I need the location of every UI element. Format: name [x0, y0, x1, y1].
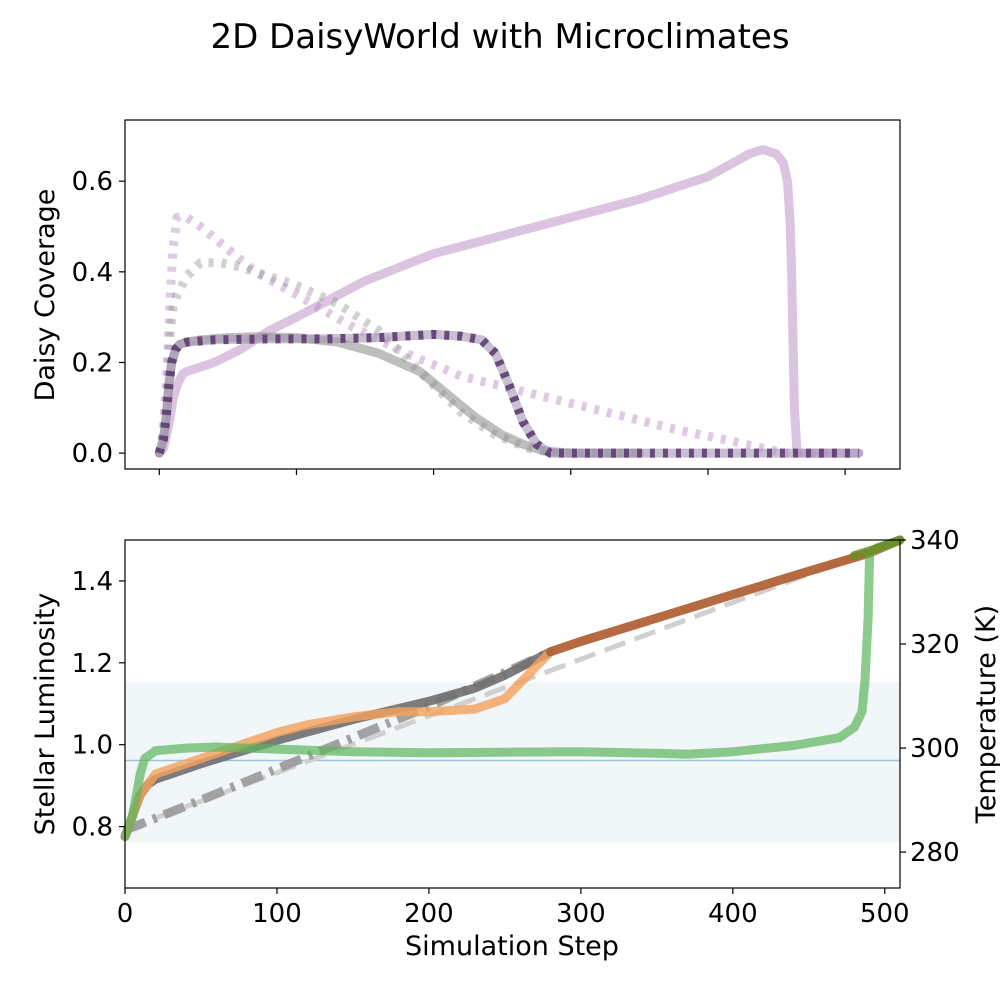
bottom-y-tick-label-right: 320	[910, 630, 960, 660]
bottom-x-tick-label: 100	[252, 899, 302, 929]
top-series-group	[154, 145, 864, 458]
bottom-x-tick-label: 500	[860, 899, 910, 929]
bottom-y-tick-label-left: 1.2	[72, 649, 113, 679]
bottom-y-axis-label-right: Temperature (K)	[971, 605, 1000, 824]
bottom-y-axis-label-left: Stellar Luminosity	[30, 593, 61, 836]
bottom-series-line-5	[546, 535, 905, 657]
top-frame	[124, 119, 901, 470]
bottom-panel: 0 100 200 300 400 500 0.8 1.0 1.2 1.4 280 300 320 340…	[30, 526, 1000, 962]
top-y-tick-label: 0.2	[72, 348, 113, 378]
bottom-y-tick-label-right: 340	[910, 526, 960, 556]
top-y-tick-label: 0.4	[72, 258, 113, 288]
bottom-series-line-7	[849, 535, 905, 561]
bottom-x-tick-label: 400	[708, 899, 758, 929]
bottom-y-tick-label-left: 1.4	[72, 567, 113, 597]
bottom-x-tick-label: 300	[556, 899, 606, 929]
bottom-y-tick-label-left: 0.8	[72, 813, 113, 843]
bottom-tick-group: 0 100 200 300 400 500 0.8 1.0 1.2 1.4 280 300 320 340	[72, 526, 960, 929]
top-tick-group: 0.0 0.2 0.4 0.6	[72, 167, 846, 475]
top-panel: 0.0 0.2 0.4 0.6 Daisy Coverage	[30, 119, 901, 475]
bottom-frame	[124, 539, 901, 889]
bottom-x-axis-label: Simulation Step	[405, 931, 619, 962]
top-y-axis-label: Daisy Coverage	[30, 189, 61, 402]
habitable-band	[125, 682, 900, 843]
bottom-y-tick-label-right: 300	[910, 734, 960, 764]
bottom-y-tick-label-left: 1.0	[72, 731, 113, 761]
bottom-x-tick-label: 0	[117, 899, 134, 929]
bottom-y-tick-label-right: 280	[910, 838, 960, 868]
bottom-band-group	[125, 682, 900, 843]
bottom-series-group	[120, 535, 905, 841]
bottom-x-tick-label: 200	[404, 899, 454, 929]
top-y-tick-label: 0.6	[72, 167, 113, 197]
top-series-line-6	[154, 329, 859, 458]
top-y-tick-label: 0.0	[72, 439, 113, 469]
bottom-series-line-6	[120, 535, 905, 841]
chart-title: 2D DaisyWorld with Microclimates	[210, 17, 789, 57]
top-series-line-1	[154, 145, 864, 458]
